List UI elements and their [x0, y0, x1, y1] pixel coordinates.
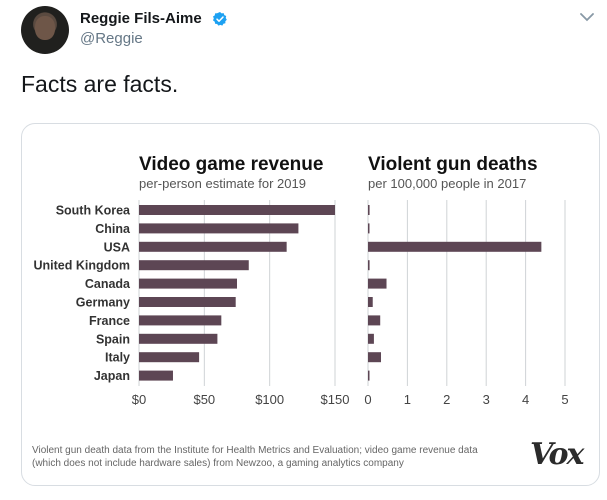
bar-gun-deaths-france: [368, 315, 381, 326]
footnote-line-1: Violent gun death data from the Institut…: [32, 445, 478, 456]
x-tick-label: $50: [193, 392, 215, 407]
chart-subtitle: per 100,000 people in 2017: [368, 176, 526, 191]
bar-gun-deaths-united-kingdom: [368, 260, 370, 271]
bar-gun-deaths-china: [368, 223, 370, 234]
bar-gun-deaths-germany: [368, 297, 373, 307]
x-tick-label: $100: [255, 392, 284, 407]
category-label: USA: [104, 240, 130, 254]
category-label: Spain: [96, 332, 130, 346]
verified-badge-icon: [213, 12, 227, 26]
category-label: Germany: [76, 296, 130, 310]
avatar[interactable]: [21, 6, 69, 54]
category-label: China: [95, 222, 131, 236]
x-tick-label: 4: [522, 392, 529, 407]
x-tick-label: $150: [321, 392, 350, 407]
bar-gun-deaths-spain: [368, 333, 374, 344]
x-tick-label: 2: [443, 392, 450, 407]
chart-title: Video game revenue: [139, 154, 323, 175]
bar-revenue-china: [139, 223, 299, 234]
category-label: United Kingdom: [33, 259, 130, 273]
bar-gun-deaths-usa: [368, 241, 542, 252]
bar-revenue-usa: [139, 241, 287, 252]
bar-gun-deaths-japan: [368, 370, 370, 381]
bar-revenue-spain: [139, 333, 218, 344]
vox-logo: Vox: [530, 437, 584, 472]
display-name[interactable]: Reggie Fils-Aime: [80, 10, 202, 27]
x-tick-label: $0: [132, 392, 146, 407]
bar-revenue-south-korea: [139, 205, 335, 215]
x-tick-label: 1: [404, 392, 411, 407]
x-tick-label: 3: [483, 392, 490, 407]
bar-revenue-canada: [139, 278, 237, 289]
x-tick-label: 5: [561, 392, 568, 407]
category-label: France: [89, 314, 130, 328]
category-label: Japan: [94, 369, 130, 383]
category-label: Italy: [105, 351, 130, 365]
bar-gun-deaths-south-korea: [368, 205, 370, 215]
bar-revenue-japan: [139, 370, 173, 381]
chart-title: Violent gun deaths: [368, 154, 538, 175]
media-card[interactable]: Video game revenue per-person estimate fo…: [21, 123, 600, 486]
bar-revenue-italy: [139, 352, 200, 363]
bar-gun-deaths-italy: [368, 352, 382, 363]
footnote: Violent gun death data from the Institut…: [32, 444, 512, 470]
bar-revenue-united-kingdom: [139, 260, 249, 271]
chevron-down-icon[interactable]: [580, 12, 594, 22]
category-label: South Korea: [56, 204, 131, 218]
handle[interactable]: @Reggie: [80, 30, 143, 47]
bar-gun-deaths-canada: [368, 278, 387, 289]
tweet-text: Facts are facts.: [21, 71, 179, 97]
category-label: Canada: [85, 277, 131, 291]
bar-revenue-france: [139, 315, 222, 326]
chart-subtitle: per-person estimate for 2019: [139, 176, 306, 191]
footnote-line-2: (which does not include hardware sales) …: [32, 458, 404, 469]
x-tick-label: 0: [364, 392, 371, 407]
bar-revenue-germany: [139, 297, 236, 307]
